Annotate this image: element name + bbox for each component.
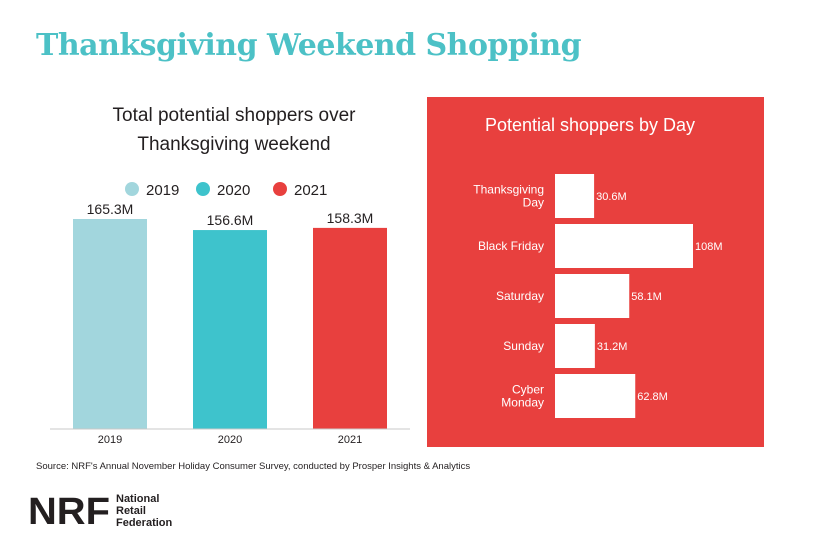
- data-label: 30.6M: [596, 191, 627, 203]
- data-label: 31.2M: [597, 341, 628, 353]
- logo-line: Federation: [116, 517, 173, 529]
- data-label: 156.6M: [207, 212, 254, 228]
- bar: [555, 174, 595, 218]
- data-label: 158.3M: [327, 210, 374, 226]
- data-label: 165.3M: [87, 201, 134, 217]
- bar: [555, 274, 630, 318]
- category-label: Saturday: [496, 289, 544, 303]
- logo-line: National: [116, 493, 160, 505]
- category-label: Black Friday: [478, 239, 544, 253]
- bar: [193, 230, 267, 429]
- nrf-logo-mark: NRF: [28, 492, 110, 528]
- category-label: Thanksgiving: [473, 183, 544, 197]
- bar: [73, 219, 147, 429]
- bar: [555, 374, 636, 418]
- legend-swatch: [196, 182, 210, 196]
- nrf-logo-text: National Retail Federation: [116, 493, 172, 529]
- chart-title-total-shoppers: Total potential shoppers over Thanksgivi…: [50, 101, 418, 159]
- chart-title-line: Thanksgiving weekend: [137, 134, 331, 155]
- legend-label: 2021: [294, 182, 327, 199]
- x-tick-label: 2019: [98, 434, 122, 446]
- bar: [555, 324, 595, 368]
- category-label: Monday: [501, 396, 544, 410]
- bar: [313, 227, 387, 429]
- data-label: 108M: [695, 241, 723, 253]
- category-label: Cyber: [512, 383, 544, 397]
- chart-title-by-day: Potential shoppers by Day: [484, 115, 696, 135]
- data-label: 62.8M: [637, 391, 668, 403]
- source-note: Source: NRF's Annual November Holiday Co…: [36, 461, 471, 472]
- data-label: 58.1M: [631, 291, 662, 303]
- x-tick-label: 2020: [218, 434, 242, 446]
- page-title: Thanksgiving Weekend Shopping: [36, 28, 582, 63]
- category-label: Day: [523, 196, 544, 210]
- legend-label: 2020: [217, 182, 250, 199]
- category-label: Sunday: [503, 339, 544, 353]
- logo-line: Retail: [116, 505, 146, 517]
- bar: [555, 224, 693, 268]
- total-shoppers-chart: 2019 2020 2021165.3M2019156.6M2020158.3M20…: [50, 182, 410, 446]
- nrf-logo: NRF: [28, 492, 110, 528]
- chart-title-line: Total potential shoppers over: [112, 105, 356, 126]
- shoppers-by-day-panel: Potential shoppers by Day 30.6M Thanksgiv…: [427, 97, 764, 447]
- legend-swatch: [273, 182, 287, 196]
- legend-label: 2019: [146, 182, 179, 199]
- legend-swatch: [125, 182, 139, 196]
- x-tick-label: 2021: [338, 434, 362, 446]
